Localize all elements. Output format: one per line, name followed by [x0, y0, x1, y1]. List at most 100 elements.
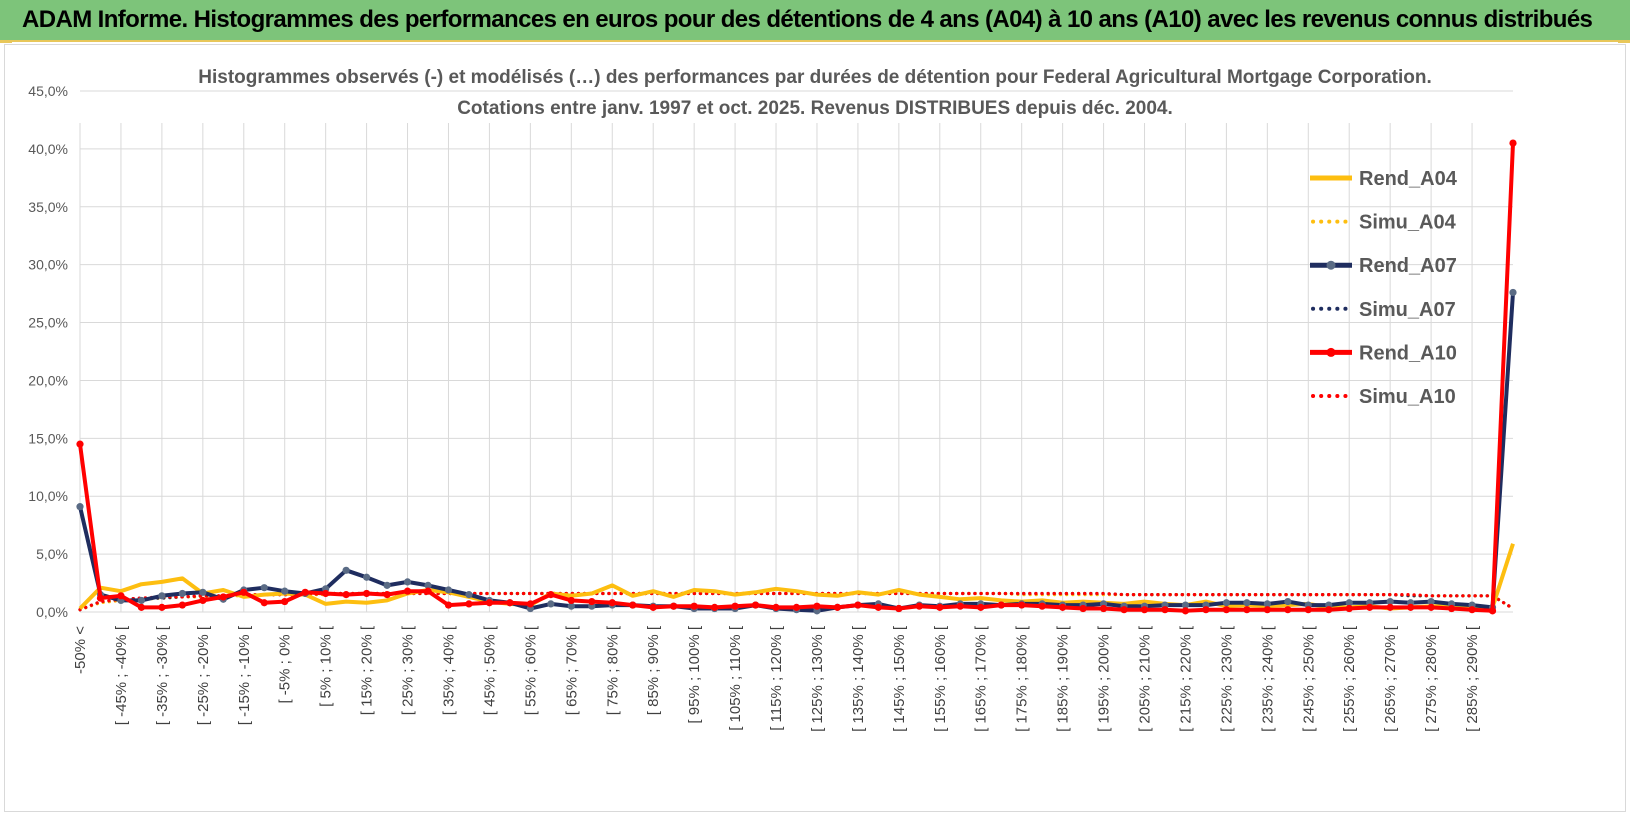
- x-tick-label: [ 105% ; 110% [: [727, 625, 744, 731]
- x-tick-label: [ 195% ; 200% [: [1096, 625, 1113, 732]
- data-point-rend-a10: [260, 599, 268, 607]
- data-point-rend-a10: [281, 597, 289, 606]
- data-point-rend-a07: [1243, 599, 1251, 607]
- data-point-rend-a10: [117, 592, 125, 600]
- data-point-rend-a07: [199, 588, 207, 596]
- data-point-rend-a10: [1120, 606, 1128, 614]
- data-point-rend-a10: [158, 603, 166, 611]
- legend-label: Rend_A07: [1359, 255, 1457, 277]
- data-point-rend-a07: [403, 578, 412, 586]
- data-point-rend-a10: [608, 599, 616, 607]
- data-point-rend-a10: [772, 603, 780, 611]
- data-point-rend-a07: [281, 587, 289, 595]
- data-point-rend-a10: [76, 440, 84, 448]
- data-point-rend-a10: [219, 593, 227, 601]
- y-tick-label: 40,0%: [28, 141, 68, 157]
- legend-marker: [1326, 260, 1336, 270]
- data-point-rend-a10: [301, 588, 309, 596]
- data-point-rend-a10: [1468, 606, 1476, 614]
- legend-label: Rend_A04: [1359, 168, 1458, 190]
- y-tick-label: 10,0%: [28, 488, 68, 504]
- data-point-rend-a10: [342, 591, 350, 599]
- x-tick-label: [ 75% ; 80% [: [604, 625, 621, 715]
- data-point-rend-a07: [158, 592, 166, 600]
- y-tick-label: 25,0%: [28, 315, 68, 331]
- legend-marker: [1326, 347, 1336, 357]
- data-point-rend-a10: [465, 600, 473, 608]
- x-tick-label: [ 185% ; 190% [: [1055, 625, 1072, 732]
- data-point-rend-a10: [1366, 603, 1374, 611]
- legend-label: Simu_A04: [1359, 212, 1457, 234]
- data-point-rend-a07: [137, 596, 146, 605]
- data-point-rend-a10: [96, 594, 105, 602]
- report-title: ADAM Informe. Histogrammes des performan…: [22, 6, 1593, 33]
- data-point-rend-a07: [1263, 600, 1271, 608]
- data-point-rend-a10: [854, 601, 862, 609]
- data-point-rend-a10: [547, 591, 555, 599]
- data-point-rend-a10: [915, 602, 923, 610]
- data-point-rend-a07: [1222, 599, 1230, 607]
- data-point-rend-a10: [199, 596, 207, 605]
- x-axis: -50% < [ -45% ; -40% [[ -35% ; -30% [[ -2…: [72, 625, 1481, 732]
- y-tick-label: 5,0%: [36, 546, 68, 562]
- x-tick-label: [ -25% ; -20% [: [195, 625, 212, 725]
- data-point-rend-a10: [1140, 606, 1149, 614]
- x-tick-label: [ -35% ; -30% [: [154, 625, 171, 725]
- x-tick-label: [ 115% ; 120% [: [768, 625, 785, 731]
- data-point-rend-a10: [1345, 604, 1353, 613]
- y-tick-label: 20,0%: [28, 372, 68, 388]
- data-point-rend-a10: [506, 599, 514, 607]
- data-point-rend-a10: [1263, 606, 1271, 614]
- y-tick-label: 30,0%: [28, 257, 68, 273]
- series-line-simu-a10: [78, 591, 1515, 612]
- data-point-rend-a07: [1509, 288, 1517, 297]
- data-point-rend-a10: [1059, 603, 1067, 611]
- data-point-rend-a10: [936, 603, 944, 611]
- x-tick-label: [ 95% ; 100% [: [686, 625, 703, 723]
- x-tick-label: [ 85% ; 90% [: [645, 625, 662, 715]
- data-point-rend-a10: [383, 591, 391, 599]
- x-tick-label: [ 285% ; 290% [: [1464, 625, 1481, 732]
- x-tick-label: [ 145% ; 150% [: [891, 625, 908, 732]
- data-point-rend-a10: [649, 603, 657, 611]
- data-point-rend-a10: [1181, 607, 1190, 615]
- x-tick-label: [ 15% ; 20% [: [359, 625, 376, 715]
- data-point-rend-a07: [547, 600, 555, 608]
- x-tick-label: [ -45% ; -40% [: [113, 625, 130, 725]
- data-point-rend-a07: [424, 581, 432, 589]
- data-point-rend-a10: [178, 601, 186, 609]
- data-point-rend-a10: [1161, 606, 1169, 614]
- data-point-rend-a10: [1447, 604, 1456, 613]
- data-point-rend-a10: [444, 601, 453, 609]
- x-tick-label: [ 255% ; 260% [: [1341, 625, 1358, 732]
- data-point-rend-a07: [342, 566, 350, 574]
- data-point-rend-a10: [1427, 603, 1435, 611]
- data-point-rend-a10: [424, 587, 432, 595]
- data-point-rend-a07: [76, 503, 84, 511]
- data-point-rend-a07: [1181, 601, 1190, 609]
- data-point-rend-a10: [485, 599, 494, 607]
- data-point-rend-a10: [403, 587, 412, 595]
- data-point-rend-a10: [1488, 607, 1497, 615]
- data-point-rend-a07: [178, 589, 186, 598]
- data-point-rend-a07: [1386, 597, 1394, 606]
- x-tick-label: [ 45% ; 50% [: [481, 625, 498, 715]
- series-line-rend-a07: [78, 292, 1515, 613]
- x-tick-label: [ 265% ; 270% [: [1382, 625, 1399, 732]
- data-point-rend-a10: [1099, 604, 1108, 613]
- x-tick-label: [ 65% ; 70% [: [563, 625, 580, 715]
- report-banner: ADAM Informe. Histogrammes des performan…: [0, 0, 1630, 42]
- data-point-rend-a07: [465, 591, 473, 599]
- data-point-rend-a10: [1325, 606, 1333, 614]
- data-point-rend-a10: [629, 601, 637, 609]
- data-point-rend-a07: [1284, 597, 1292, 606]
- x-tick-label: [ -5% ; 0% [: [277, 625, 294, 703]
- data-point-rend-a10: [1386, 603, 1394, 611]
- legend: Rend_A04 Simu_A04 Rend_A07 Simu_A07 Rend_A10…: [1310, 168, 1458, 408]
- series-line-rend-a04: [78, 543, 1515, 611]
- data-point-rend-a07: [1345, 599, 1353, 607]
- data-point-rend-a10: [1222, 606, 1230, 614]
- y-tick-label: 45,0%: [28, 83, 68, 99]
- x-tick-label: [ 215% ; 220% [: [1177, 625, 1194, 732]
